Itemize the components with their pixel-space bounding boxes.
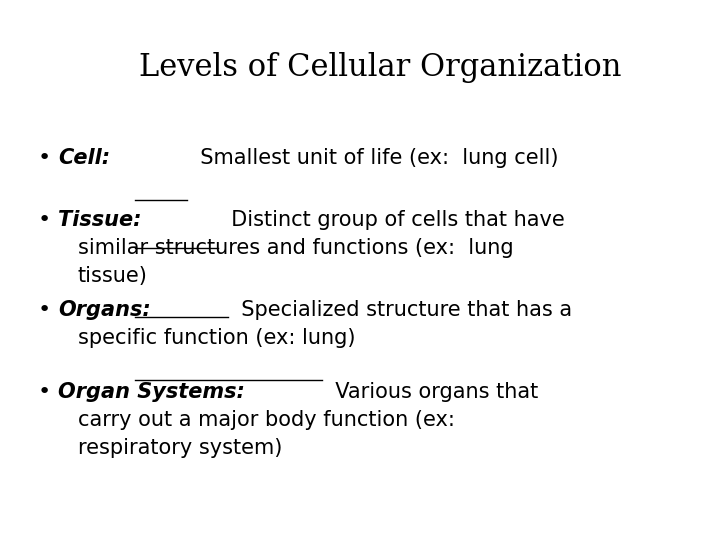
- Text: Levels of Cellular Organization: Levels of Cellular Organization: [139, 52, 621, 83]
- Text: •: •: [38, 300, 51, 320]
- Text: Organs:: Organs:: [58, 300, 150, 320]
- Text: Smallest unit of life (ex:  lung cell): Smallest unit of life (ex: lung cell): [187, 148, 559, 168]
- Text: •: •: [38, 382, 51, 402]
- Text: Tissue:: Tissue:: [58, 210, 142, 230]
- Text: •: •: [38, 210, 51, 230]
- Text: carry out a major body function (ex:: carry out a major body function (ex:: [78, 410, 455, 430]
- Text: respiratory system): respiratory system): [78, 438, 282, 458]
- Text: Cell:: Cell:: [58, 148, 110, 168]
- Text: tissue): tissue): [78, 266, 148, 286]
- Text: specific function (ex: lung): specific function (ex: lung): [78, 328, 356, 348]
- Text: •: •: [38, 148, 51, 168]
- Text: Specialized structure that has a: Specialized structure that has a: [228, 300, 572, 320]
- Text: similar structures and functions (ex:  lung: similar structures and functions (ex: lu…: [78, 238, 513, 258]
- Text: Various organs that: Various organs that: [322, 382, 538, 402]
- Text: Distinct group of cells that have: Distinct group of cells that have: [218, 210, 565, 230]
- Text: Organ Systems:: Organ Systems:: [58, 382, 245, 402]
